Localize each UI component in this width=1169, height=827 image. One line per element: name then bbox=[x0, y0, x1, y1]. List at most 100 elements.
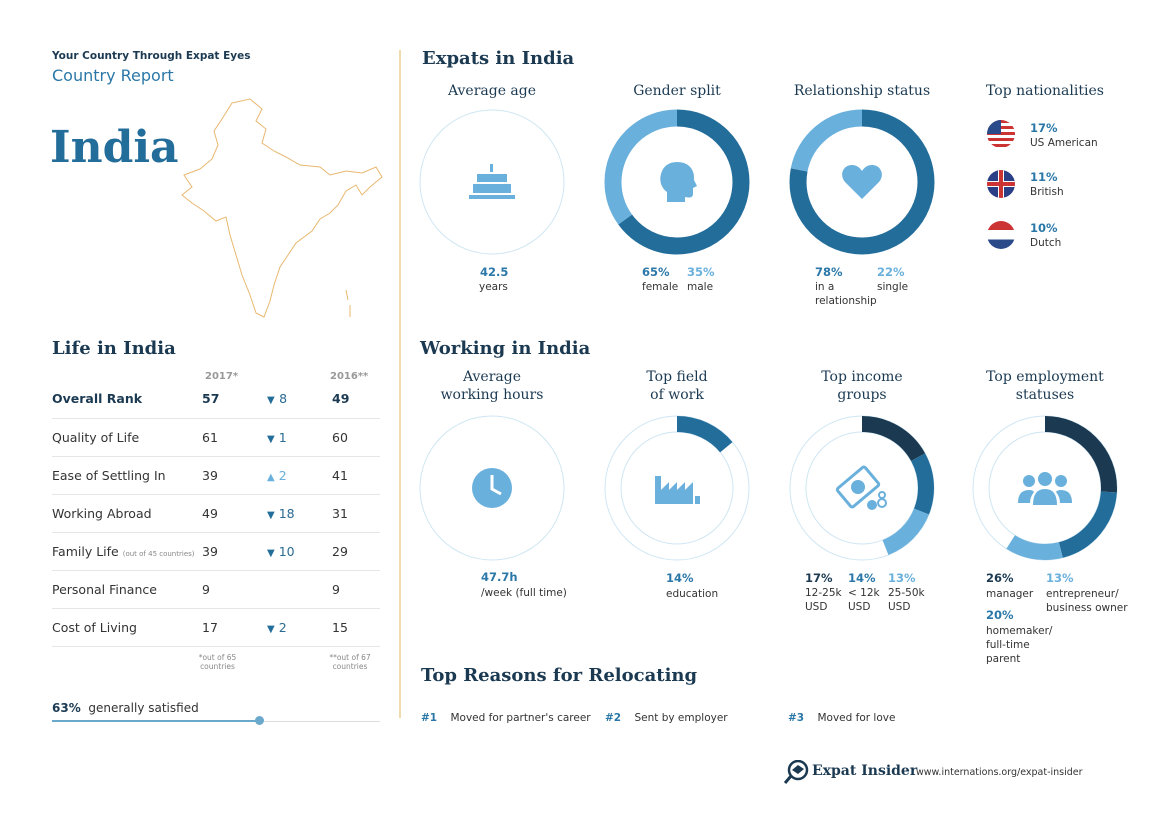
eyebrow: Your Country Through Expat Eyes bbox=[52, 50, 251, 62]
rank-2017: 49 bbox=[202, 494, 267, 533]
field-title-2: of work bbox=[650, 387, 704, 403]
income-currency-3: USD bbox=[888, 601, 911, 613]
age-title: Average age bbox=[447, 83, 537, 99]
us-flag-icon bbox=[987, 120, 1015, 148]
nat-name-1: US American bbox=[1030, 137, 1098, 149]
rank-change: ▼ 1 bbox=[267, 418, 332, 457]
satisfied-pct: 63% bbox=[52, 701, 81, 715]
rank-change bbox=[267, 570, 332, 609]
change-value: 18 bbox=[278, 505, 295, 521]
arrow-down-icon: ▼ bbox=[267, 433, 275, 445]
rank-label: Overall Rank bbox=[52, 380, 202, 419]
category-name: Cost of Living bbox=[52, 619, 137, 635]
emp-name-1: manager bbox=[986, 588, 1034, 600]
income-title-1: Top income bbox=[821, 369, 903, 385]
factory-icon bbox=[602, 413, 752, 563]
rank-2016: 29 bbox=[332, 532, 380, 571]
reason-1: #1 Moved for partner's career bbox=[421, 712, 591, 724]
expat-insider-logo-icon bbox=[784, 760, 809, 784]
income-label-1: 12-25k USD bbox=[805, 586, 842, 614]
reason-3: #3 Moved for love bbox=[788, 712, 895, 724]
age-unit: years bbox=[479, 281, 508, 293]
donut-segment bbox=[790, 416, 934, 560]
rank-label: Working Abroad bbox=[52, 494, 202, 533]
nat-pct-1: 17% bbox=[1030, 121, 1058, 135]
rank-2017: 17 bbox=[202, 608, 267, 647]
relationship-donut bbox=[789, 109, 935, 255]
uk-flag-icon bbox=[987, 170, 1015, 198]
employment-donut bbox=[972, 415, 1118, 561]
income-range-3: 25-50k bbox=[888, 587, 925, 599]
donut-segment bbox=[789, 109, 935, 255]
rank-row: Quality of Life 61 ▼ 1 60 bbox=[52, 418, 380, 457]
single-label: single bbox=[877, 281, 909, 293]
hours-title: Average working hours bbox=[417, 368, 567, 404]
field-title: Top field of work bbox=[602, 368, 752, 404]
rank-row: Overall Rank 57 ▼ 8 49 bbox=[52, 380, 380, 419]
heart-icon bbox=[787, 107, 937, 257]
donut-segment bbox=[790, 416, 934, 560]
reason-rank-2: #2 bbox=[605, 712, 622, 724]
life-title: Life in India bbox=[52, 338, 176, 359]
reason-rank-1: #1 bbox=[421, 712, 438, 724]
emp-name-3: entrepreneur/ business owner bbox=[1046, 588, 1128, 614]
people-icon bbox=[970, 413, 1120, 563]
rank-label: Personal Finance bbox=[52, 570, 202, 609]
rank-change: ▼ 10 bbox=[267, 532, 332, 571]
emp-pct-3: 13% bbox=[1046, 571, 1074, 585]
satisfaction-marker bbox=[254, 716, 264, 725]
money-icon bbox=[787, 413, 937, 563]
rank-2016: 41 bbox=[332, 456, 380, 495]
category-name: Ease of Settling In bbox=[52, 467, 166, 483]
hours-title-2: working hours bbox=[440, 387, 544, 403]
reason-text-1: Moved for partner's career bbox=[450, 712, 591, 724]
change-value: 2 bbox=[278, 467, 287, 483]
hours-value: 47.7h bbox=[481, 570, 518, 584]
satisfied-label: generally satisfied bbox=[88, 701, 199, 715]
male-pct: 35% bbox=[687, 265, 715, 279]
rank-row: Cost of Living 17 ▼ 2 15 bbox=[52, 608, 380, 647]
rank-row: Ease of Settling In 39 ▲ 2 41 bbox=[52, 456, 380, 495]
category-note: (out of 45 countries) bbox=[122, 549, 195, 558]
emp-pct-1: 26% bbox=[986, 571, 1014, 585]
reason-rank-3: #3 bbox=[788, 712, 805, 724]
category-name: Personal Finance bbox=[52, 581, 157, 597]
change-value: 10 bbox=[278, 543, 295, 559]
rank-2017: 57 bbox=[202, 380, 267, 419]
gender-title: Gender split bbox=[633, 83, 721, 99]
footnote-2016: **out of 67 countries bbox=[329, 653, 371, 671]
rank-label: Ease of Settling In bbox=[52, 456, 202, 495]
category-name: Overall Rank bbox=[52, 391, 143, 407]
subtitle: Country Report bbox=[52, 66, 174, 85]
rank-2017: 61 bbox=[202, 418, 267, 457]
income-pct-2: 14% bbox=[848, 571, 876, 585]
income-pct-1: 17% bbox=[805, 571, 833, 585]
rank-2016: 31 bbox=[332, 494, 380, 533]
income-currency-2: USD bbox=[848, 601, 871, 613]
income-range-2: < 12k bbox=[848, 587, 880, 599]
col-2016: 2016** bbox=[330, 371, 369, 382]
category-name: Quality of Life bbox=[52, 429, 140, 445]
single-pct: 22% bbox=[877, 265, 905, 279]
age-circle bbox=[419, 109, 565, 255]
income-title-2: groups bbox=[837, 387, 887, 403]
rank-table: Overall Rank 57 ▼ 8 49 Quality of Life 61… bbox=[52, 380, 380, 647]
footer-url[interactable]: www.internations.org/expat-insider bbox=[916, 767, 1083, 778]
rank-change: ▼ 2 bbox=[267, 608, 332, 647]
rank-change: ▼ 18 bbox=[267, 494, 332, 533]
reason-2: #2 Sent by employer bbox=[605, 712, 728, 724]
arrow-down-icon: ▼ bbox=[267, 623, 275, 635]
arrow-down-icon: ▼ bbox=[267, 395, 275, 407]
relationship-pct: 78% bbox=[815, 265, 843, 279]
emp-name-2: homemaker/ full-time parent bbox=[986, 625, 1053, 665]
hours-title-1: Average bbox=[462, 369, 522, 385]
cake-icon bbox=[417, 107, 567, 257]
relationship-title: Relationship status bbox=[793, 83, 931, 99]
change-value: 1 bbox=[278, 429, 287, 445]
relationship-label: in a relationship bbox=[815, 281, 877, 307]
donut-segment bbox=[973, 416, 1117, 560]
field-donut bbox=[604, 415, 750, 561]
rank-2017: 39 bbox=[202, 456, 267, 495]
head-icon bbox=[602, 107, 752, 257]
country-title: India bbox=[50, 122, 179, 173]
